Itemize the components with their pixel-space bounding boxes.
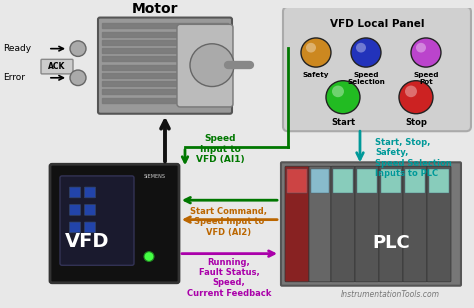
FancyBboxPatch shape <box>355 166 379 282</box>
FancyBboxPatch shape <box>70 187 81 198</box>
Circle shape <box>144 252 154 261</box>
Text: VFD: VFD <box>65 232 109 250</box>
Circle shape <box>416 43 426 53</box>
Text: Speed
Pot: Speed Pot <box>413 72 439 85</box>
FancyBboxPatch shape <box>285 166 309 282</box>
Text: Safety: Safety <box>303 72 329 78</box>
FancyBboxPatch shape <box>177 24 233 107</box>
Text: Motor: Motor <box>132 2 178 16</box>
Circle shape <box>405 86 417 97</box>
Bar <box>405 169 425 193</box>
Text: Start, Stop,
Safety,
Speed Selection
Inputs to PLC: Start, Stop, Safety, Speed Selection Inp… <box>375 138 452 178</box>
FancyBboxPatch shape <box>60 176 134 265</box>
FancyBboxPatch shape <box>331 166 355 282</box>
Text: InstrumentationTools.com: InstrumentationTools.com <box>340 290 439 299</box>
Text: Start: Start <box>331 118 355 127</box>
Text: VFD Local Panel: VFD Local Panel <box>330 19 424 30</box>
Text: SIEMENS: SIEMENS <box>379 171 402 176</box>
Text: Speed
Input to
VFD (AI1): Speed Input to VFD (AI1) <box>196 134 244 164</box>
Text: PLC: PLC <box>372 234 410 252</box>
Bar <box>357 169 377 193</box>
FancyBboxPatch shape <box>309 166 331 282</box>
Text: Running,
Fault Status,
Speed,
Current Feedback: Running, Fault Status, Speed, Current Fe… <box>187 257 271 298</box>
Circle shape <box>190 44 234 87</box>
Text: Start Command,
Speed Input to
VFD (AI2): Start Command, Speed Input to VFD (AI2) <box>191 207 267 237</box>
FancyBboxPatch shape <box>281 162 461 286</box>
FancyBboxPatch shape <box>50 164 179 283</box>
Text: SIEMENS: SIEMENS <box>144 174 166 179</box>
Circle shape <box>70 41 86 56</box>
Circle shape <box>356 43 366 53</box>
Circle shape <box>332 86 344 97</box>
Circle shape <box>351 38 381 67</box>
FancyBboxPatch shape <box>84 205 95 215</box>
Text: Ready: Ready <box>3 44 31 53</box>
FancyBboxPatch shape <box>41 59 73 74</box>
Bar <box>333 169 353 193</box>
FancyBboxPatch shape <box>379 166 403 282</box>
Text: Error: Error <box>3 73 25 82</box>
Bar <box>381 169 401 193</box>
Circle shape <box>326 81 360 114</box>
FancyBboxPatch shape <box>403 166 427 282</box>
Bar <box>311 169 329 193</box>
Text: Speed
Selection: Speed Selection <box>347 72 385 85</box>
Text: ACK: ACK <box>48 62 66 71</box>
FancyBboxPatch shape <box>98 18 232 114</box>
Text: Stop: Stop <box>405 118 427 127</box>
FancyBboxPatch shape <box>427 166 451 282</box>
FancyBboxPatch shape <box>84 187 95 198</box>
FancyBboxPatch shape <box>70 205 81 215</box>
Circle shape <box>301 38 331 67</box>
FancyBboxPatch shape <box>70 222 81 233</box>
Bar <box>287 169 307 193</box>
Circle shape <box>70 70 86 86</box>
Circle shape <box>306 43 316 53</box>
Circle shape <box>411 38 441 67</box>
FancyBboxPatch shape <box>84 222 95 233</box>
Bar <box>429 169 449 193</box>
Circle shape <box>399 81 433 114</box>
FancyBboxPatch shape <box>283 7 471 131</box>
